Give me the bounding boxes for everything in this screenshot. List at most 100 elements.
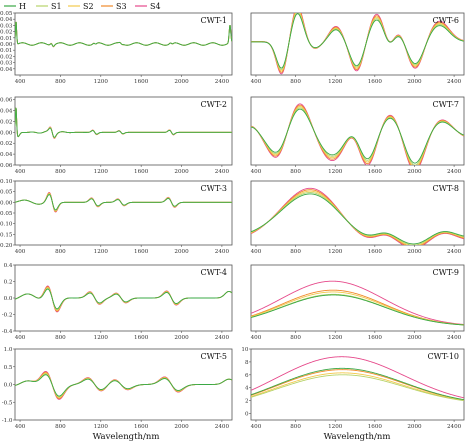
- x-tick-label: 2000: [174, 169, 189, 175]
- x-tick-label: 2000: [407, 169, 422, 175]
- x-tick-label: 1200: [94, 424, 109, 430]
- y-tick-label: -0.04: [0, 152, 13, 158]
- panel-cwt-4: 400 800 1200 1600 2000 2400 0.4 0.2 0.0 -0.2 -0.4 C…: [2, 263, 233, 341]
- y-tick-label: 2: [245, 399, 249, 405]
- plot-frame: [250, 96, 465, 166]
- legend-label-s1: S1: [51, 2, 62, 11]
- x-tick-label: 2000: [407, 79, 422, 85]
- panel-cwt-6: 400 800 1200 1600 2000 2400 CWT-6: [250, 12, 465, 85]
- x-axis-label-left: Wavelength/nm: [93, 432, 160, 442]
- y-tick-label: 0.00: [0, 130, 13, 136]
- series-line-h: [251, 108, 464, 164]
- panel-cwt-2: 400 800 1200 1600 2000 2400 0.06 0.04 0.02 0.00 -0…: [0, 96, 233, 175]
- x-tick-label: 400: [15, 249, 26, 255]
- series-group: [251, 356, 464, 402]
- x-tick-label: 1600: [368, 335, 383, 341]
- panel-title: CWT-2: [201, 100, 227, 109]
- x-tick-label: 2400: [447, 424, 462, 430]
- y-tick-label: -0.10: [0, 222, 13, 228]
- y-tick-label: -0.06: [0, 163, 13, 169]
- series-line-h: [251, 367, 464, 401]
- y-tick-label: 0.0: [4, 383, 13, 389]
- x-tick-label: 800: [55, 169, 66, 175]
- y-tick-label: 0.4: [4, 263, 13, 269]
- x-tick-label: 1600: [134, 249, 149, 255]
- x-tick-label: 400: [251, 169, 262, 175]
- y-tick-label: 0: [245, 412, 249, 418]
- x-tick-label: 2000: [174, 249, 189, 255]
- legend-label-s3: S3: [116, 2, 127, 11]
- x-tick-label: 1600: [134, 335, 149, 341]
- x-axis-label-right: Wavelength/nm: [324, 432, 391, 442]
- x-tick-label: 1200: [94, 249, 109, 255]
- series-line-h: [251, 193, 464, 245]
- x-tick-label: 2400: [447, 169, 462, 175]
- x-tick-label: 1200: [94, 335, 109, 341]
- y-tick-label: 0.05: [0, 190, 13, 196]
- legend-label-h: H: [19, 2, 26, 11]
- series-group: [251, 187, 464, 245]
- panel-cwt-9: 400 800 1200 1600 2000 2400 CWT-9: [250, 264, 465, 341]
- x-tick-label: 2400: [215, 424, 230, 430]
- plot-frame: [14, 180, 233, 246]
- x-tick-label: 400: [251, 79, 262, 85]
- series-line-s1: [251, 374, 464, 402]
- series-line-s2: [251, 372, 464, 401]
- series-group: [15, 192, 232, 213]
- y-tick-label: -0.15: [0, 232, 13, 238]
- x-tick-label: 2000: [174, 424, 189, 430]
- series-line-h: [15, 288, 232, 310]
- x-tick-label: 800: [55, 249, 66, 255]
- panel-title: CWT-1: [201, 16, 227, 25]
- x-tick-label: 400: [251, 335, 262, 341]
- legend-label-s4: S4: [150, 2, 161, 11]
- y-tick-label: 0.0: [4, 296, 13, 302]
- panel-title: CWT-6: [433, 16, 459, 25]
- y-tick-label: -1.0: [2, 418, 13, 424]
- y-tick-label: 0.04: [0, 109, 13, 115]
- panel-cwt-7: 400 800 1200 1600 2000 2400 CWT-7: [250, 96, 465, 175]
- x-tick-label: 800: [290, 424, 301, 430]
- y-tick-label: 0.10: [0, 179, 13, 185]
- y-tick-label: 0.00: [0, 42, 13, 48]
- x-tick-label: 1200: [328, 424, 343, 430]
- panel-title: CWT-9: [433, 268, 459, 277]
- x-tick-label: 2400: [215, 249, 230, 255]
- x-tick-label: 1600: [368, 169, 383, 175]
- x-tick-label: 400: [15, 335, 26, 341]
- series-line-s4: [251, 356, 464, 399]
- panels: 400 800 1200 1600 2000 24000.050.040.030.020.…: [0, 11, 465, 430]
- series-line-h: [15, 374, 232, 397]
- x-tick-label: 400: [251, 424, 262, 430]
- y-tick-label: 4: [245, 386, 249, 392]
- panel-title: CWT-3: [201, 184, 227, 193]
- y-tick-label: -0.02: [0, 54, 13, 60]
- y-tick-label: 0.02: [0, 30, 13, 36]
- y-tick-label: 0.04: [0, 17, 13, 23]
- x-tick-label: 2000: [407, 249, 422, 255]
- x-tick-label: 800: [290, 249, 301, 255]
- x-tick-label: 2400: [447, 335, 462, 341]
- series-group: [251, 280, 464, 326]
- panel-title: CWT-5: [201, 352, 227, 361]
- x-tick-label: 800: [55, 79, 66, 85]
- x-tick-label: 1600: [368, 424, 383, 430]
- x-tick-label: 1600: [134, 424, 149, 430]
- series-group: [15, 285, 232, 313]
- x-tick-label: 2000: [407, 424, 422, 430]
- x-tick-label: 1600: [134, 169, 149, 175]
- x-tick-label: 1200: [328, 79, 343, 85]
- y-tick-label: 0.5: [4, 365, 13, 371]
- panel-cwt-10: 400 800 1200 1600 2000 2400 10 8 6 4 2 0 CWT-10: [241, 347, 465, 430]
- y-tick-label: 0.02: [0, 119, 13, 125]
- x-tick-label: 1200: [94, 79, 109, 85]
- series-line-h: [15, 21, 232, 47]
- y-tick-label: 0.06: [0, 98, 13, 104]
- y-tick-label: -0.2: [2, 313, 13, 319]
- x-tick-label: 800: [290, 169, 301, 175]
- x-tick-label: 1200: [94, 169, 109, 175]
- y-tick-label: 8: [245, 360, 249, 366]
- y-tick-label: 0.03: [0, 23, 13, 29]
- x-tick-label: 800: [55, 335, 66, 341]
- y-tick-label: -0.4: [2, 329, 13, 335]
